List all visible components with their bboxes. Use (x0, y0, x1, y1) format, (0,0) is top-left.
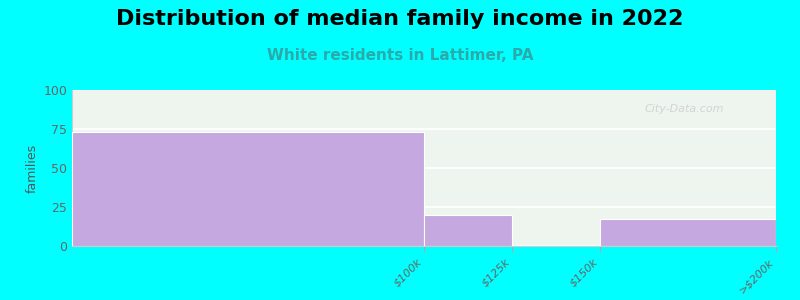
Bar (72, 132, 424, 246)
Y-axis label: families: families (26, 143, 39, 193)
Text: City-Data.com: City-Data.com (645, 104, 724, 114)
Bar (424, 215, 512, 246)
Text: Distribution of median family income in 2022: Distribution of median family income in … (116, 9, 684, 29)
Bar (600, 220, 776, 246)
Text: White residents in Lattimer, PA: White residents in Lattimer, PA (266, 48, 534, 63)
